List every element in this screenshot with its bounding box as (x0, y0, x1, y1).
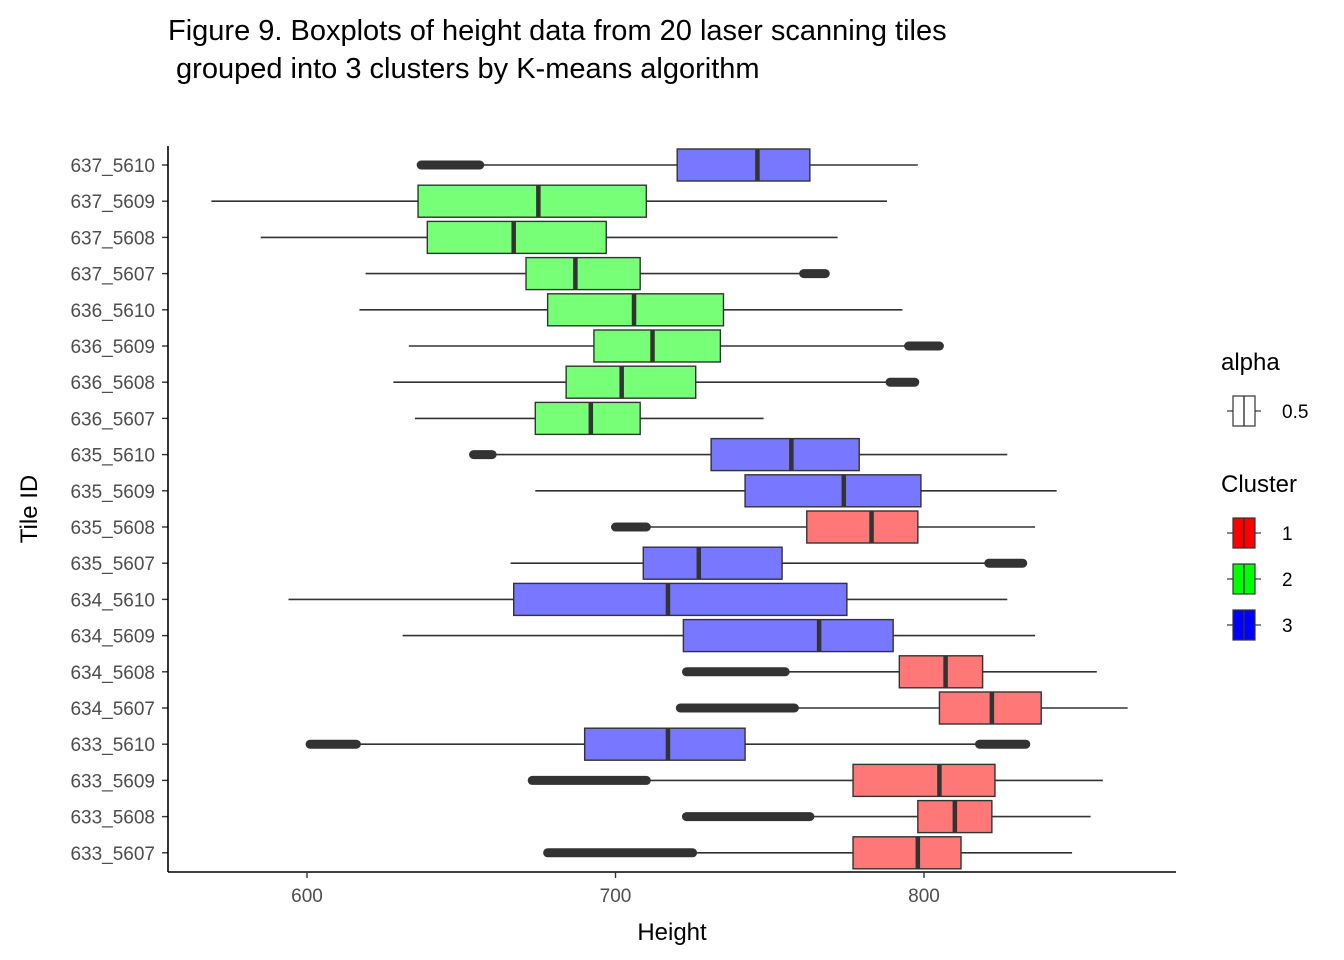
y-tick-label: 633_5610 (70, 735, 155, 756)
box (565, 365, 697, 399)
y-tick-label: 636_5607 (70, 409, 155, 430)
y-tick-label: 633_5608 (70, 808, 155, 829)
box-group-633_5609 (527, 763, 1103, 798)
box-group-633_5610 (305, 727, 1031, 761)
plot-area (211, 148, 1128, 870)
legend-cluster: Cluster 1 2 3 (1221, 471, 1297, 641)
axes: 637_5610 637_5609 637_5608 637_5607 636_5610… (16, 146, 1176, 946)
box-group-636_5607 (414, 401, 764, 436)
legend-label: 2 (1282, 570, 1293, 591)
legend-title: alpha (1221, 349, 1280, 376)
legend-title: Cluster (1221, 471, 1297, 498)
y-tick-label: 636_5609 (70, 337, 155, 358)
box (682, 618, 894, 653)
legend-key (1227, 395, 1261, 427)
y-tick-label: 635_5607 (70, 554, 155, 575)
box-group-635_5609 (535, 474, 1057, 508)
legend: alpha 0.5 Cluster 1 2 3 (1221, 349, 1308, 641)
box-group-635_5608 (611, 510, 1036, 544)
box-group-637_5610 (416, 148, 918, 182)
legend-key (1227, 563, 1261, 595)
y-tick-label: 634_5608 (70, 663, 155, 684)
y-tick-label: 634_5607 (70, 699, 155, 720)
box-group-636_5609 (408, 329, 944, 363)
legend-alpha: alpha 0.5 (1221, 349, 1308, 427)
box-group-634_5609 (402, 618, 1036, 653)
y-tick-label: 637_5608 (70, 228, 155, 249)
y-tick-label: 637_5609 (70, 192, 155, 213)
chart-title: Figure 9. Boxplots of height data from 2… (168, 12, 947, 88)
box (676, 148, 811, 182)
box (534, 401, 641, 436)
box-group-633_5607 (543, 836, 1073, 870)
box-group-635_5610 (469, 437, 1008, 472)
box-group-637_5607 (365, 256, 830, 291)
legend-label: 0.5 (1282, 402, 1308, 423)
chart-title-line-1: Figure 9. Boxplots of height data from 2… (168, 15, 947, 47)
box (642, 546, 783, 580)
y-tick-label: 635_5608 (70, 518, 155, 539)
legend-key (1227, 609, 1261, 641)
box-group-636_5608 (393, 365, 920, 399)
x-axis-title: Height (637, 919, 707, 946)
box-group-637_5608 (260, 220, 838, 255)
box (583, 727, 746, 761)
legend-key (1227, 517, 1261, 549)
x-tick-label: 800 (908, 886, 940, 907)
y-tick-label: 634_5609 (70, 627, 155, 648)
box-group-633_5608 (681, 799, 1091, 834)
box-group-634_5610 (288, 582, 1008, 617)
y-tick-label: 635_5609 (70, 482, 155, 503)
box-group-634_5608 (681, 655, 1097, 689)
box (852, 836, 962, 870)
y-tick-label: 633_5607 (70, 844, 155, 865)
y-axis-title: Tile ID (16, 475, 43, 543)
box (898, 655, 984, 689)
box (806, 510, 919, 544)
box (512, 582, 848, 617)
box (852, 763, 996, 798)
box-group-634_5607 (675, 691, 1128, 725)
y-tick-label: 637_5607 (70, 265, 155, 286)
y-tick-label: 634_5610 (70, 590, 155, 611)
box (525, 256, 641, 291)
x-tick-label: 700 (600, 886, 632, 907)
box-group-636_5610 (359, 293, 903, 327)
box (417, 184, 648, 218)
box (593, 329, 722, 363)
box (426, 220, 607, 255)
box-group-635_5607 (510, 546, 1028, 580)
legend-label: 1 (1282, 524, 1293, 545)
y-tick-label: 637_5610 (70, 156, 155, 177)
y-tick-label: 636_5608 (70, 373, 155, 394)
box (744, 474, 922, 508)
legend-label: 3 (1282, 616, 1293, 637)
box (710, 437, 860, 472)
chart-title-line-2: grouped into 3 clusters by K-means algor… (168, 53, 760, 85)
y-tick-label: 636_5610 (70, 301, 155, 322)
x-tick-label: 600 (291, 886, 323, 907)
box-group-637_5609 (211, 184, 887, 218)
y-tick-label: 633_5609 (70, 771, 155, 792)
y-tick-label: 635_5610 (70, 446, 155, 467)
